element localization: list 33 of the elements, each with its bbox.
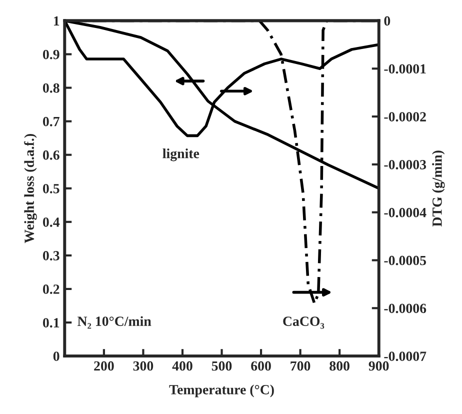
annotation: CaCO₃ — [283, 316, 324, 329]
y-tick-label: 0.7 — [42, 116, 60, 126]
y2-axis-title: DTG (g/min) — [432, 150, 445, 227]
y-tick-label: 0.3 — [42, 251, 60, 260]
y-tick-label: 0 — [53, 352, 60, 361]
x-axis-title: Temperature (°C) — [169, 384, 274, 398]
y2-tick-label: -0.0001 — [384, 64, 426, 74]
annotation: N₂ 10°C/min — [78, 316, 152, 329]
y2-tick-label: -0.0002 — [384, 112, 426, 122]
y-tick-label: 0.2 — [42, 284, 60, 294]
y-tick-label: 0.6 — [42, 150, 60, 160]
x-tick-label: 400 — [172, 361, 192, 371]
y2-tick-label: -0.0005 — [384, 256, 426, 266]
y2-tick-label: -0.0006 — [384, 304, 426, 314]
y-tick-label: 0.4 — [42, 217, 60, 227]
x-tick-label: 200 — [94, 361, 114, 371]
x-tick-label: 300 — [133, 361, 154, 371]
x-tick-label: 800 — [330, 361, 350, 371]
x-tick-label: 700 — [290, 361, 310, 371]
y-tick-label: 0.8 — [42, 83, 60, 93]
y2-tick-label: -0.0003 — [384, 160, 426, 170]
y-tick-label: 0.1 — [42, 318, 60, 328]
x-tick-label: 600 — [251, 361, 271, 371]
x-tick-label: 900 — [368, 361, 389, 371]
y2-tick-label: -0.0004 — [384, 208, 426, 218]
y-tick-label: 0.9 — [42, 50, 60, 60]
y-tick-label: 0.5 — [42, 184, 60, 194]
y2-tick-label: 0 — [384, 16, 390, 26]
y-axis-title: Weight loss (d.a.f.) — [24, 134, 37, 244]
y-tick-label: 1 — [54, 16, 60, 26]
x-tick-label: 500 — [212, 361, 232, 371]
annotation: lignite — [162, 148, 200, 162]
y2-tick-label: -0.0007 — [384, 352, 426, 362]
